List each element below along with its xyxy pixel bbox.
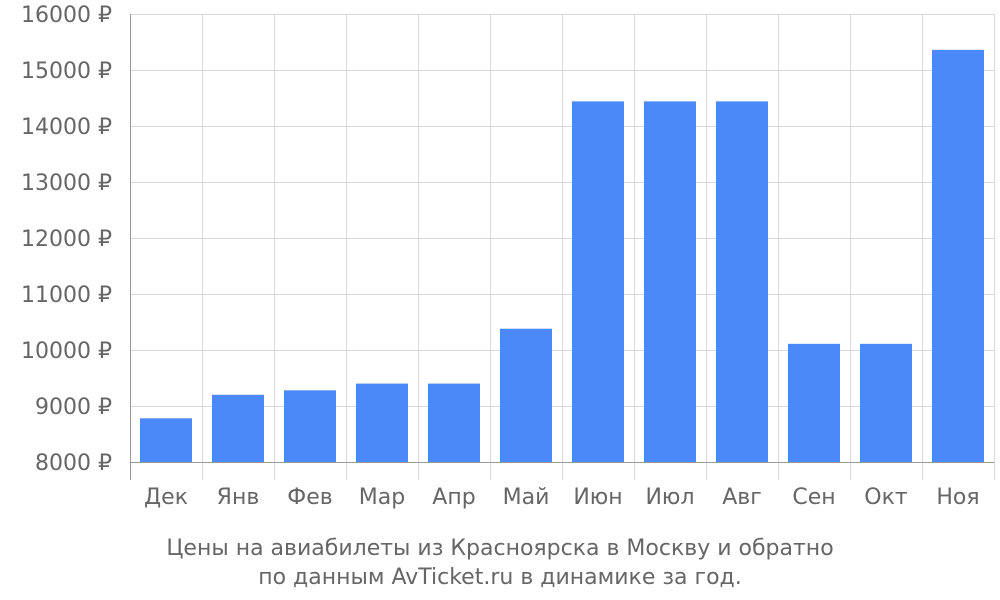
x-tick-label: Дек bbox=[144, 485, 188, 510]
x-tick-label: Май bbox=[503, 485, 550, 510]
bar-chart: 8000 ₽ 9000 ₽ 10000 ₽ 11000 ₽ 12000 ₽ 13000 ₽… bbox=[21, 3, 995, 510]
y-tick-label: 10000 ₽ bbox=[21, 339, 112, 364]
chart-caption-line-2: по данным AvTicket.ru в динамике за год. bbox=[258, 565, 742, 590]
bar bbox=[716, 101, 768, 463]
bar bbox=[500, 328, 552, 462]
y-tick-label: 14000 ₽ bbox=[21, 115, 112, 140]
x-tick-label: Мар bbox=[359, 485, 405, 510]
x-tick-label: Апр bbox=[432, 485, 475, 510]
grid-lines bbox=[130, 14, 995, 480]
bar bbox=[572, 101, 624, 463]
bar bbox=[140, 418, 192, 462]
y-tick-label: 11000 ₽ bbox=[21, 283, 112, 308]
chart-caption-line-1: Цены на авиабилеты из Красноярска в Моск… bbox=[166, 536, 834, 561]
axes bbox=[130, 14, 994, 480]
x-tick-label: Авг bbox=[722, 485, 762, 510]
bar bbox=[356, 383, 408, 462]
y-tick-label: 9000 ₽ bbox=[35, 395, 112, 420]
y-tick-labels: 8000 ₽ 9000 ₽ 10000 ₽ 11000 ₽ 12000 ₽ 13000 ₽… bbox=[21, 3, 112, 476]
bar bbox=[284, 390, 336, 462]
y-tick-label: 12000 ₽ bbox=[21, 227, 112, 252]
x-tick-label: Ноя bbox=[936, 485, 979, 510]
x-tick-label: Сен bbox=[792, 485, 835, 510]
bar bbox=[428, 383, 480, 462]
y-tick-label: 15000 ₽ bbox=[21, 59, 112, 84]
bar bbox=[788, 343, 840, 462]
y-tick-label: 16000 ₽ bbox=[21, 3, 112, 28]
x-tick-labels: Дек Янв Фев Мар Апр Май Июн Июл Авг Сен Окт Ноя bbox=[144, 485, 980, 510]
bar bbox=[644, 101, 696, 463]
y-tick-label: 13000 ₽ bbox=[21, 171, 112, 196]
x-tick-label: Июл bbox=[645, 485, 694, 510]
x-tick-label: Июн bbox=[573, 485, 622, 510]
x-tick-label: Янв bbox=[217, 485, 260, 510]
x-tick-label: Окт bbox=[864, 485, 908, 510]
bar bbox=[860, 343, 912, 462]
bar bbox=[212, 394, 264, 462]
bars bbox=[140, 49, 984, 463]
y-tick-label: 8000 ₽ bbox=[35, 451, 112, 476]
x-tick-label: Фев bbox=[287, 485, 332, 510]
bar bbox=[932, 49, 984, 463]
